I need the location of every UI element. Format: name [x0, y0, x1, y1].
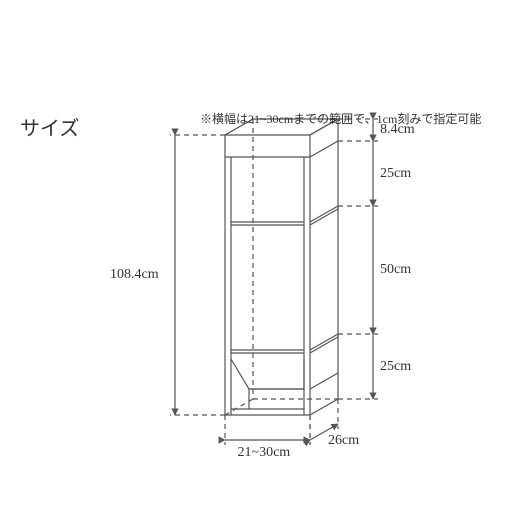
dim-total-height: 108.4cm — [110, 267, 159, 283]
dim-section-2: 50cm — [380, 262, 411, 278]
size-note: ※横幅は21~30cmまでの範囲で、1cm刻みで指定可能 — [200, 110, 481, 127]
dim-width: 21~30cm — [238, 445, 291, 461]
page-title: サイズ — [20, 112, 79, 141]
dim-section-3: 25cm — [380, 359, 411, 375]
dim-section-1: 25cm — [380, 166, 411, 182]
diagram-canvas: サイズ ※横幅は21~30cmまでの範囲で、1cm刻みで指定可能 108.4cm… — [0, 0, 520, 520]
dim-top-edge: 8.4cm — [380, 122, 415, 138]
dim-depth: 26cm — [328, 433, 359, 449]
